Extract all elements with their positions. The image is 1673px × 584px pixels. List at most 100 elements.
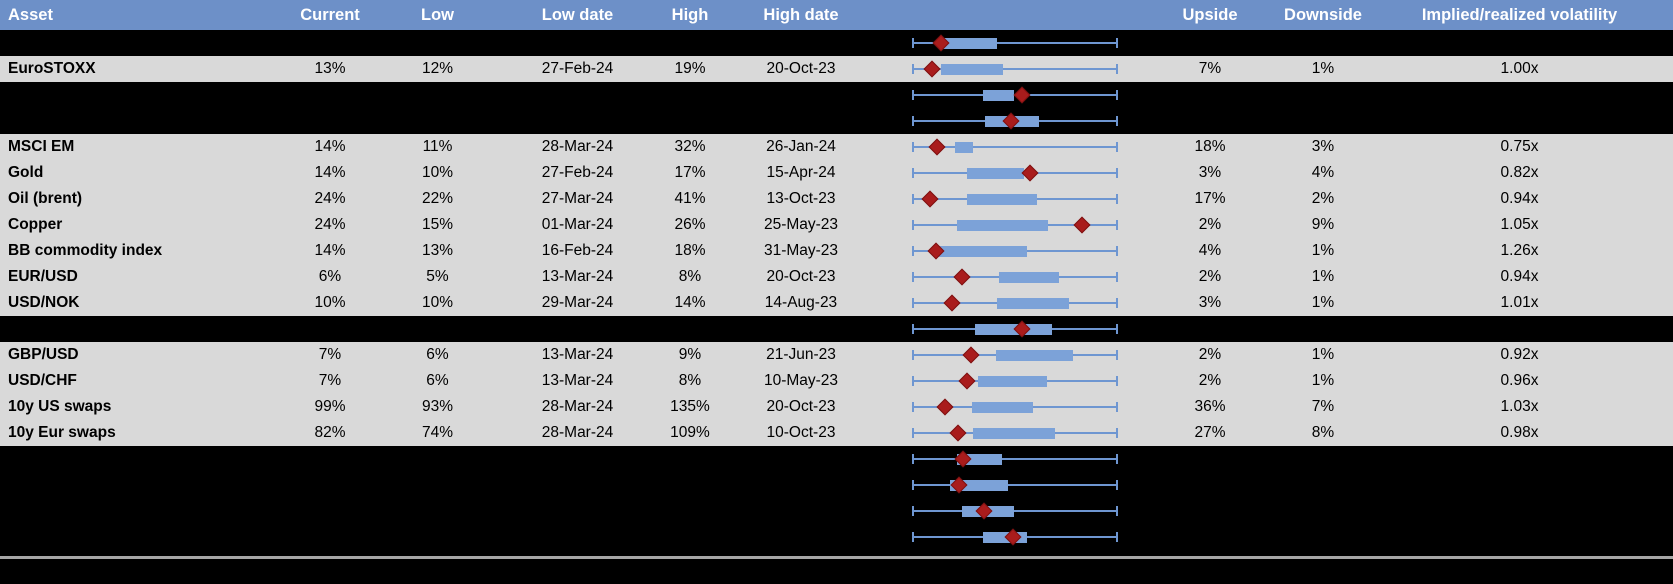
table-row-GBP/USD: GBP/USD 7% 6% 13-Mar-24 9% 21-Jun-23 2% …	[0, 342, 1673, 368]
asset-label: Copper	[8, 216, 63, 233]
current-value: 24%	[314, 216, 346, 233]
range-boxplot-cell	[882, 316, 1140, 342]
current-value: 82%	[314, 424, 346, 441]
low-value: 6%	[426, 346, 449, 363]
iqr-box	[973, 427, 1056, 439]
header-cell-upside: Upside	[1182, 5, 1238, 24]
whisker-cap-right	[1116, 90, 1118, 100]
bottom-black-gap	[0, 550, 1673, 556]
whisker-cap-left	[912, 402, 914, 412]
iqr-box	[938, 245, 1027, 257]
whisker-cap-left	[912, 64, 914, 74]
iqr-box	[975, 323, 1052, 335]
current-value: 99%	[314, 398, 346, 415]
low-date-value: 13-Mar-24	[541, 268, 614, 285]
range-boxplot	[912, 446, 1118, 472]
downside-value: 1%	[1311, 242, 1335, 259]
current-diamond-marker	[958, 372, 976, 390]
whisker-cap-right	[1116, 246, 1118, 256]
implied-realized-value: 0.82x	[1500, 164, 1539, 181]
range-boxplot	[912, 368, 1118, 394]
range-boxplot	[912, 264, 1118, 290]
whisker-cap-right	[1116, 532, 1118, 542]
whisker-cap-right	[1116, 116, 1118, 126]
low-date-value: 13-Mar-24	[541, 372, 614, 389]
high-date-value: 10-Oct-23	[766, 424, 836, 441]
implied-realized-value: 0.75x	[1500, 138, 1539, 155]
high-value: 18%	[674, 242, 706, 259]
implied-realized-value: 1.00x	[1500, 60, 1539, 77]
current-diamond-marker	[923, 60, 941, 78]
hidden-row	[0, 30, 1673, 56]
whisker-cap-left	[912, 116, 914, 126]
implied-realized-value: 0.92x	[1500, 346, 1539, 363]
header-cell-high-date: High date	[763, 5, 839, 24]
range-boxplot-cell	[882, 472, 1140, 498]
range-boxplot-cell	[882, 368, 1140, 394]
current-value: 24%	[314, 190, 346, 207]
range-boxplot-cell	[882, 524, 1140, 550]
iqr-box	[982, 89, 1014, 101]
current-diamond-marker	[949, 424, 967, 442]
current-value: 7%	[318, 346, 342, 363]
upside-value: 17%	[1194, 190, 1226, 207]
range-boxplot	[912, 342, 1118, 368]
current-value: 10%	[314, 294, 346, 311]
range-boxplot	[912, 472, 1118, 498]
hidden-row	[0, 316, 1673, 342]
range-boxplot	[912, 316, 1118, 342]
range-boxplot	[912, 108, 1118, 134]
table-row-USD/CHF: USD/CHF 7% 6% 13-Mar-24 8% 10-May-23 2% …	[0, 368, 1673, 394]
hidden-row	[0, 524, 1673, 550]
whisker-cap-left	[912, 168, 914, 178]
high-value: 8%	[678, 268, 702, 285]
table-row-Oil (brent): Oil (brent) 24% 22% 27-Mar-24 41% 13-Oct…	[0, 186, 1673, 212]
whisker-cap-right	[1116, 376, 1118, 386]
implied-realized-value: 0.94x	[1500, 268, 1539, 285]
low-date-value: 16-Feb-24	[541, 242, 614, 259]
range-boxplot	[912, 186, 1118, 212]
current-diamond-marker	[1013, 86, 1031, 104]
downside-value: 1%	[1311, 268, 1335, 285]
asset-label: 10y Eur swaps	[8, 424, 116, 441]
whisker-cap-right	[1116, 64, 1118, 74]
implied-realized-value: 0.98x	[1500, 424, 1539, 441]
range-boxplot	[912, 524, 1118, 550]
low-value: 11%	[422, 138, 453, 155]
low-date-value: 27-Feb-24	[541, 60, 614, 77]
whisker-cap-left	[912, 480, 914, 490]
low-date-value: 28-Mar-24	[541, 398, 614, 415]
downside-value: 1%	[1311, 294, 1335, 311]
asset-label: BB commodity index	[8, 242, 163, 259]
whisker-cap-left	[912, 246, 914, 256]
range-boxplot-cell	[882, 238, 1140, 264]
range-boxplot-cell	[882, 108, 1140, 134]
iqr-box	[997, 297, 1069, 309]
asset-label: USD/NOK	[8, 294, 80, 311]
asset-label: EuroSTOXX	[8, 60, 96, 77]
high-value: 41%	[674, 190, 706, 207]
whisker-cap-right	[1116, 350, 1118, 360]
high-date-value: 13-Oct-23	[766, 190, 836, 207]
iqr-box	[954, 141, 973, 153]
header-cell-implied-realized-volatility: Implied/realized volatility	[1421, 5, 1618, 24]
implied-realized-value: 0.96x	[1500, 372, 1539, 389]
header-cell-asset: Asset	[8, 5, 53, 24]
downside-value: 1%	[1311, 60, 1335, 77]
range-boxplot-cell	[882, 446, 1140, 472]
downside-value: 9%	[1311, 216, 1335, 233]
downside-value: 1%	[1311, 346, 1335, 363]
header-cell-low-date: Low date	[541, 5, 614, 24]
low-date-value: 27-Mar-24	[541, 190, 614, 207]
header-cell-low: Low	[421, 5, 454, 24]
range-boxplot	[912, 134, 1118, 160]
table-body: EuroSTOXX 13% 12% 27-Feb-24 19% 20-Oct-2…	[0, 30, 1673, 550]
high-value: 26%	[674, 216, 706, 233]
low-value: 22%	[421, 190, 454, 207]
range-boxplot	[912, 30, 1118, 56]
low-date-value: 27-Feb-24	[541, 164, 614, 181]
asset-label: MSCI EM	[8, 138, 75, 155]
downside-value: 1%	[1311, 372, 1335, 389]
upside-value: 7%	[1198, 60, 1222, 77]
header-cell-high: High	[671, 5, 709, 24]
